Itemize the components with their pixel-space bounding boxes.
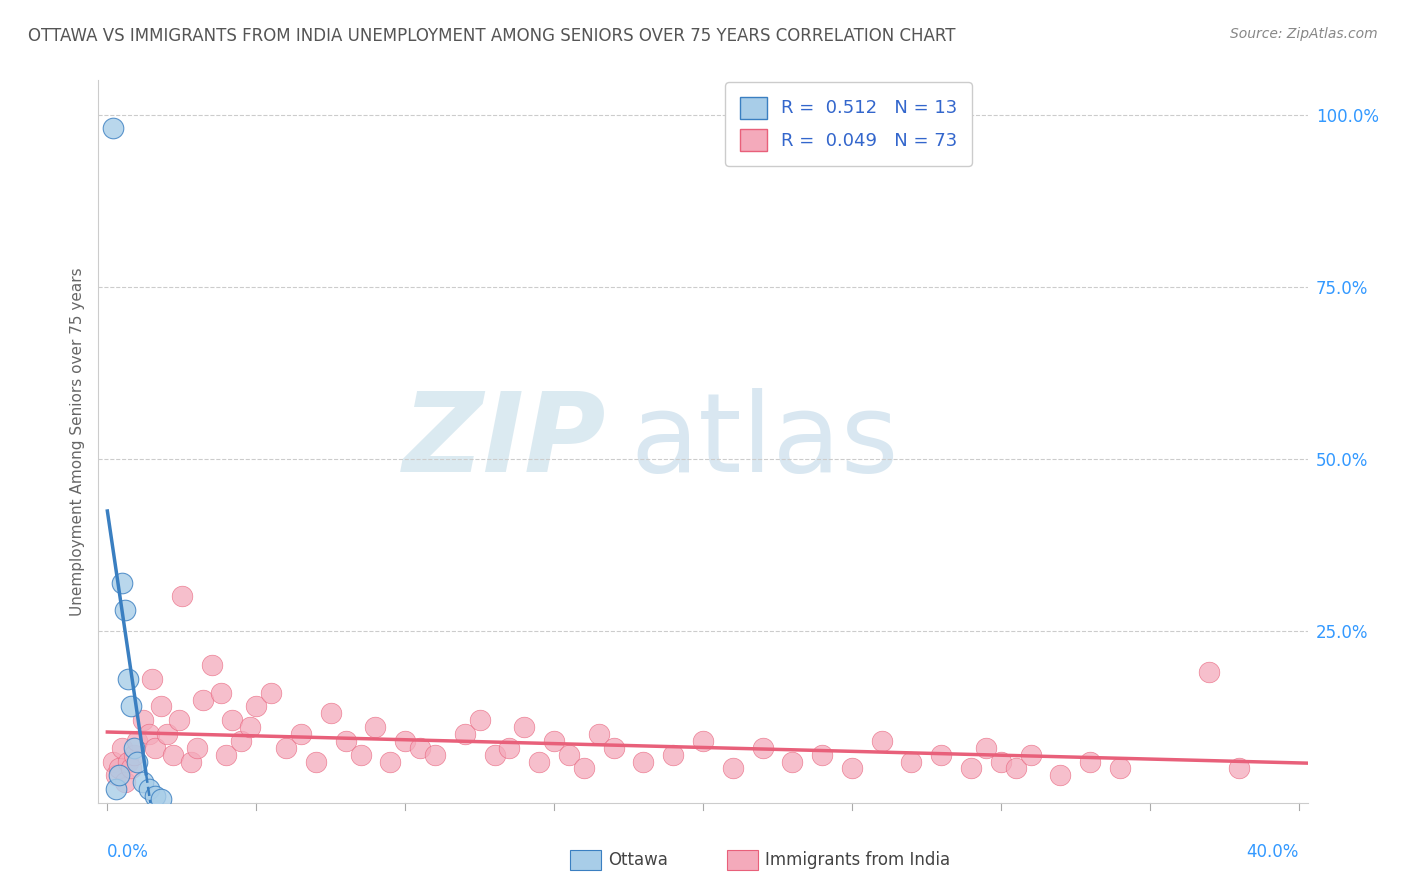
Point [841, 761, 863, 775]
Point [364, 720, 387, 734]
Point [484, 747, 506, 762]
Point [156, 727, 179, 741]
Point [960, 761, 983, 775]
Point [454, 727, 477, 741]
Point [527, 755, 550, 769]
Point [111, 740, 134, 755]
Point [274, 740, 297, 755]
Point [245, 699, 267, 714]
Point [751, 740, 773, 755]
Point [105, 782, 128, 797]
Point [662, 747, 685, 762]
Point [1049, 768, 1071, 782]
Point [335, 734, 357, 748]
Point [122, 747, 145, 762]
Point [215, 747, 238, 762]
Point [120, 761, 142, 775]
Point [239, 720, 262, 734]
Point [572, 761, 595, 775]
Point [974, 740, 997, 755]
Point [1109, 761, 1132, 775]
Point [929, 747, 952, 762]
Point [180, 755, 202, 769]
Point [811, 747, 834, 762]
Point [1004, 761, 1026, 775]
Point [782, 755, 804, 769]
Point [143, 789, 166, 803]
Point [132, 713, 155, 727]
Text: 40.0%: 40.0% [1246, 843, 1299, 861]
Point [103, 121, 125, 136]
Text: Ottawa: Ottawa [607, 851, 668, 869]
Point [191, 692, 214, 706]
Point [127, 755, 149, 769]
Point [103, 755, 125, 769]
Point [423, 747, 446, 762]
Point [1227, 761, 1250, 775]
Point [558, 747, 581, 762]
Point [1019, 747, 1042, 762]
Point [138, 782, 160, 797]
Point [380, 755, 402, 769]
Point [170, 590, 193, 604]
Point [117, 755, 139, 769]
Point [588, 727, 610, 741]
Y-axis label: Unemployment Among Seniors over 75 years: Unemployment Among Seniors over 75 years [69, 268, 84, 615]
Point [149, 699, 172, 714]
Point [141, 672, 163, 686]
Point [162, 747, 184, 762]
Point [319, 706, 342, 721]
Point [132, 775, 155, 789]
Point [127, 734, 149, 748]
Point [900, 755, 922, 769]
Point [167, 713, 190, 727]
Point [692, 734, 714, 748]
Point [186, 740, 208, 755]
Text: ZIP: ZIP [402, 388, 606, 495]
Point [209, 686, 232, 700]
Point [111, 575, 134, 590]
Point [149, 792, 172, 806]
Point [498, 740, 520, 755]
Point [260, 686, 283, 700]
Point [349, 747, 371, 762]
Point [394, 734, 416, 748]
Point [721, 761, 744, 775]
Point [290, 727, 312, 741]
Point [305, 755, 328, 769]
Point [114, 603, 136, 617]
Point [409, 740, 432, 755]
Point [543, 734, 565, 748]
Point [468, 713, 491, 727]
Point [633, 755, 655, 769]
Point [105, 768, 128, 782]
Text: Source: ZipAtlas.com: Source: ZipAtlas.com [1230, 27, 1378, 41]
Point [231, 734, 253, 748]
Point [870, 734, 893, 748]
Point [108, 768, 131, 782]
Point [1198, 665, 1220, 679]
Text: 0.0%: 0.0% [107, 843, 149, 861]
Point [108, 761, 131, 775]
Point [200, 658, 222, 673]
Point [117, 672, 139, 686]
Point [1078, 755, 1101, 769]
Point [513, 720, 536, 734]
Point [120, 699, 142, 714]
Text: OTTAWA VS IMMIGRANTS FROM INDIA UNEMPLOYMENT AMONG SENIORS OVER 75 YEARS CORRELA: OTTAWA VS IMMIGRANTS FROM INDIA UNEMPLOY… [28, 27, 956, 45]
Point [602, 740, 624, 755]
Legend: R =  0.512   N = 13, R =  0.049   N = 73: R = 0.512 N = 13, R = 0.049 N = 73 [725, 82, 972, 166]
Point [143, 740, 166, 755]
Point [990, 755, 1012, 769]
Point [221, 713, 243, 727]
Point [114, 775, 136, 789]
Text: atlas: atlas [630, 388, 898, 495]
Text: Immigrants from India: Immigrants from India [765, 851, 950, 869]
Point [138, 727, 160, 741]
Point [122, 740, 145, 755]
